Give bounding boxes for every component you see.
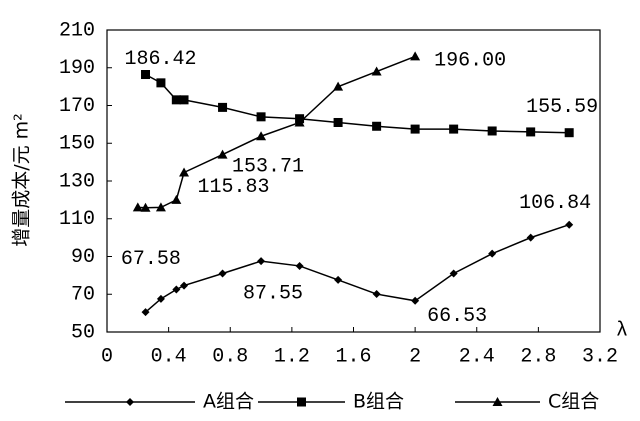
legend-marker xyxy=(492,397,503,406)
x-tick-label: 2.8 xyxy=(520,345,556,368)
x-tick-label: 1.2 xyxy=(274,345,310,368)
marker xyxy=(171,95,181,105)
marker xyxy=(171,194,182,204)
data-label: 153.71 xyxy=(232,156,304,179)
marker xyxy=(256,112,266,122)
marker xyxy=(141,70,151,80)
legend-label: B组合 xyxy=(353,391,404,413)
y-tick-label: 110 xyxy=(59,208,95,231)
marker xyxy=(372,290,381,299)
marker xyxy=(333,117,343,127)
data-label: 196.00 xyxy=(434,50,506,73)
marker xyxy=(155,202,166,212)
marker xyxy=(487,126,497,136)
marker xyxy=(565,220,574,229)
x-axis-title: λ xyxy=(616,319,628,342)
marker xyxy=(410,51,421,61)
marker xyxy=(295,261,304,270)
x-tick-label: 0 xyxy=(101,345,113,368)
y-tick-label: 190 xyxy=(59,57,95,80)
data-label: 155.59 xyxy=(526,96,598,119)
y-tick-label: 130 xyxy=(59,170,95,193)
marker xyxy=(141,308,150,317)
marker xyxy=(564,128,574,138)
marker xyxy=(371,66,382,76)
y-tick-label: 50 xyxy=(71,321,95,344)
y-tick-label: 90 xyxy=(71,246,95,269)
x-tick-label: 3.2 xyxy=(582,345,618,368)
x-tick-label: 0.4 xyxy=(151,345,187,368)
marker xyxy=(172,285,181,294)
legend-label: A组合 xyxy=(203,391,254,413)
data-label: 67.58 xyxy=(121,248,181,271)
data-label: 186.42 xyxy=(125,48,197,71)
marker xyxy=(410,124,420,134)
marker xyxy=(179,167,190,177)
marker xyxy=(449,269,458,278)
data-label: 115.83 xyxy=(198,176,270,199)
marker xyxy=(449,124,459,134)
series-line xyxy=(137,55,416,209)
marker xyxy=(156,78,166,88)
series-line xyxy=(145,224,570,313)
marker xyxy=(180,281,189,290)
marker xyxy=(372,121,382,131)
y-tick-label: 170 xyxy=(59,95,95,118)
series-line xyxy=(145,73,570,134)
y-tick-label: 150 xyxy=(59,133,95,156)
marker xyxy=(218,102,228,112)
y-axis-title: 增量成本/元 m² xyxy=(11,113,33,247)
legend-marker xyxy=(126,398,134,406)
marker xyxy=(140,202,151,212)
data-label: 106.84 xyxy=(519,192,591,215)
x-tick-label: 0.8 xyxy=(212,345,248,368)
marker xyxy=(217,149,228,159)
marker xyxy=(526,233,535,242)
marker xyxy=(334,275,343,284)
marker xyxy=(257,257,266,266)
marker xyxy=(294,117,305,127)
legend-label: C组合 xyxy=(548,391,599,413)
marker xyxy=(156,294,165,303)
x-tick-label: 2.4 xyxy=(459,345,495,368)
marker xyxy=(333,81,344,91)
marker xyxy=(179,95,189,105)
x-tick-label: 1.6 xyxy=(335,345,371,368)
data-label: 66.53 xyxy=(427,305,487,328)
marker xyxy=(256,131,267,141)
y-tick-label: 70 xyxy=(71,284,95,307)
marker xyxy=(132,202,143,212)
marker xyxy=(218,269,227,278)
marker xyxy=(488,249,497,258)
data-label: 87.55 xyxy=(243,282,303,305)
y-tick-label: 210 xyxy=(59,19,95,42)
marker xyxy=(411,296,420,305)
legend-marker xyxy=(297,397,306,407)
marker xyxy=(526,127,536,137)
x-tick-label: 2 xyxy=(409,345,421,368)
